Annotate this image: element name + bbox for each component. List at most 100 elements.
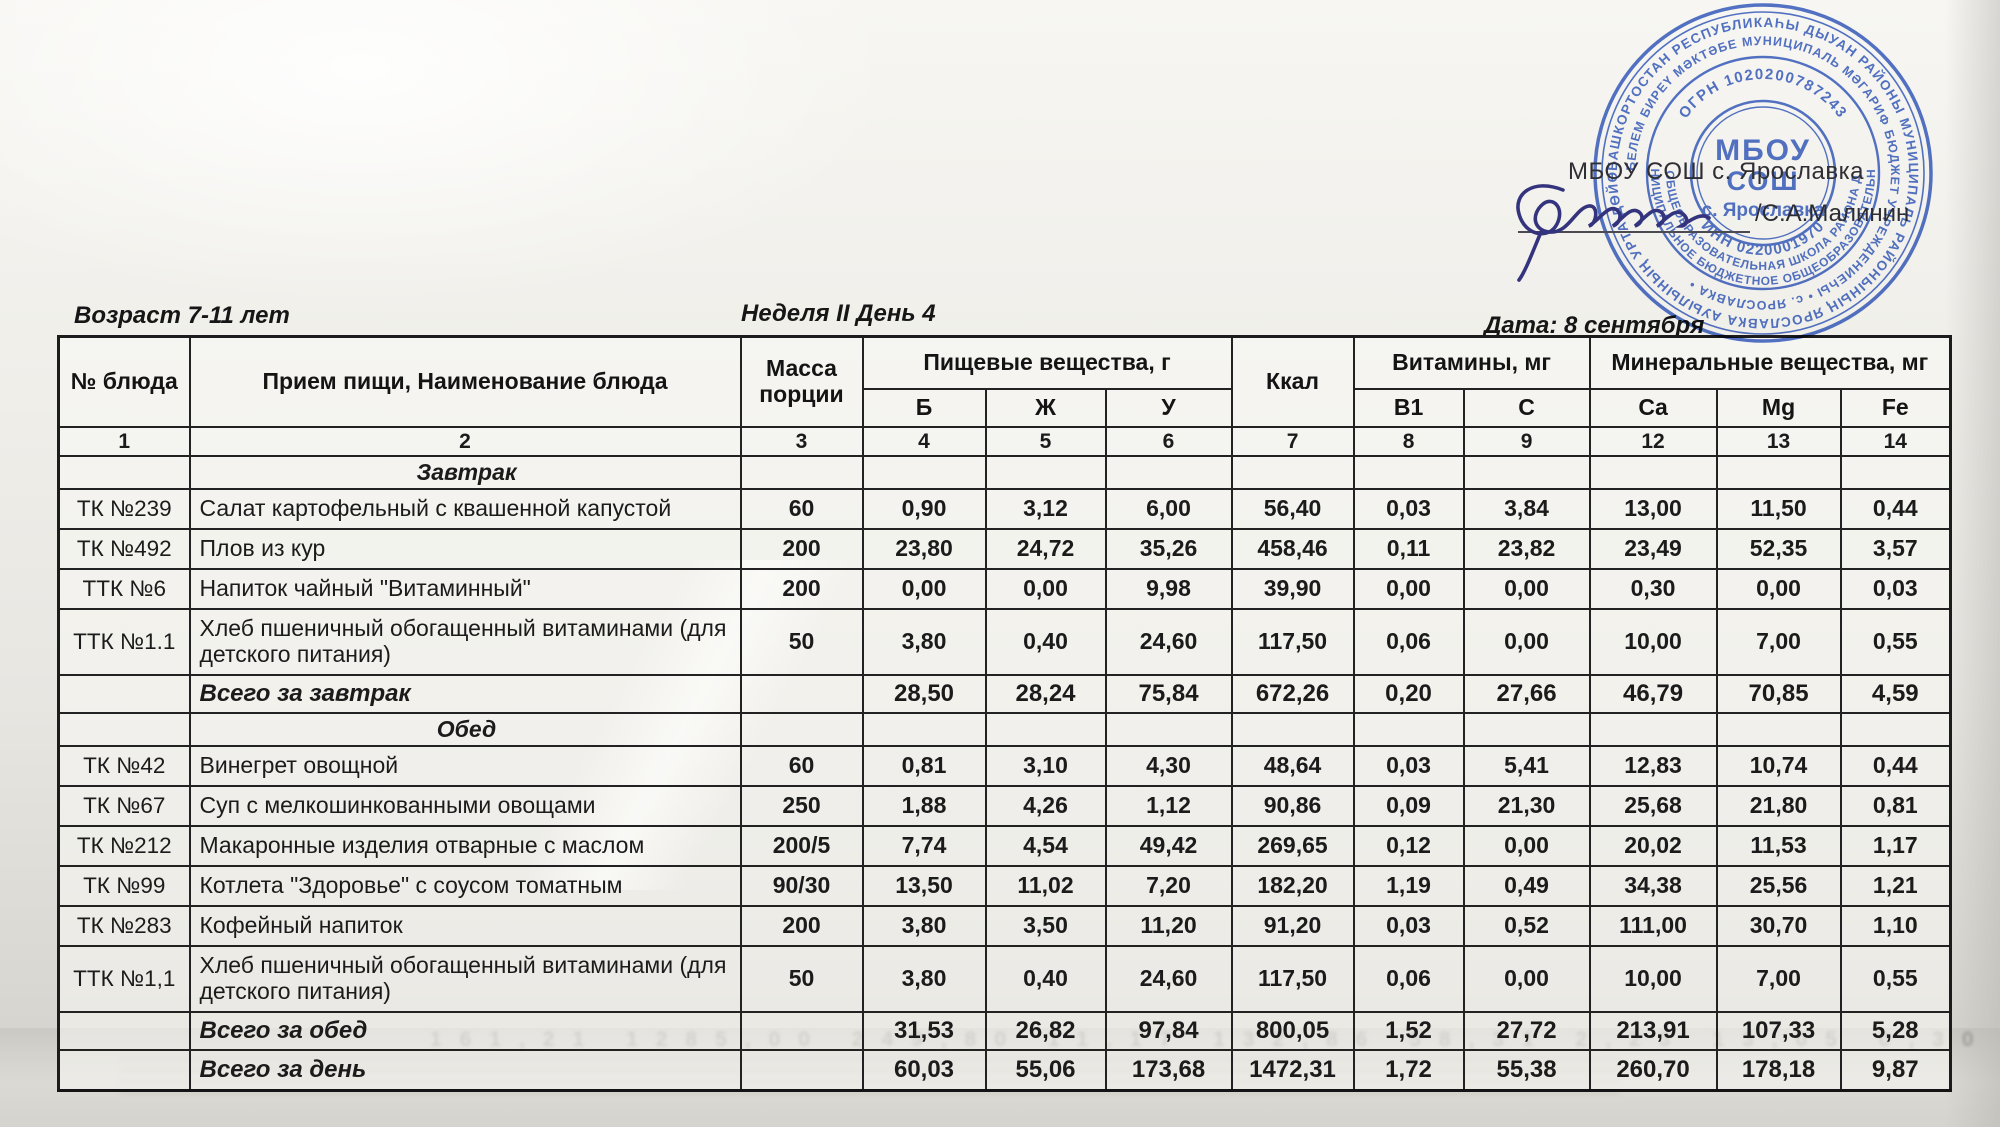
value-cell-u: 24,60 xyxy=(1104,945,1233,1013)
value-cell-kcal: 672,26 xyxy=(1230,674,1355,714)
value-cell-mass: 200 xyxy=(739,905,864,947)
value-cell-fe: 5,28 xyxy=(1839,1011,1952,1051)
signer-name-text: /С.А.Малинин xyxy=(1755,200,1910,227)
value-cell-mg: 107,33 xyxy=(1715,1011,1842,1051)
value-cell-u: 1,12 xyxy=(1104,785,1233,827)
value-cell-ca: 10,00 xyxy=(1588,945,1718,1013)
dish-code-cell xyxy=(57,1049,191,1092)
value-cell-b1: 0,03 xyxy=(1352,905,1465,947)
value-cell-u: 75,84 xyxy=(1104,674,1233,714)
date-label: Дата: 8 сентября xyxy=(1484,312,1705,339)
value-cell-c: 0,00 xyxy=(1462,825,1591,867)
dish-code-cell: ТТК №6 xyxy=(57,568,191,610)
value-cell-u: 4,30 xyxy=(1104,745,1233,787)
header-ca: Ca xyxy=(1588,388,1718,428)
header-portion-mass: Масса порции xyxy=(739,335,864,428)
value-cell-zh xyxy=(984,455,1107,490)
value-cell-u: 35,26 xyxy=(1104,528,1233,570)
value-cell-b: 0,00 xyxy=(861,568,987,610)
value-cell-mg: 52,35 xyxy=(1715,528,1842,570)
value-cell-kcal: 90,86 xyxy=(1230,785,1355,827)
col-num: 5 xyxy=(984,426,1107,457)
total-label: Всего за день xyxy=(188,1049,742,1092)
value-cell-c xyxy=(1462,455,1591,490)
table-row: ТК №67 Суп с мелкошинкованными овощами 250… xyxy=(57,785,1952,827)
col-num: 1 xyxy=(57,426,191,457)
value-cell-u: 9,98 xyxy=(1104,568,1233,610)
header-protein: Б xyxy=(861,388,987,428)
value-cell-zh: 0,40 xyxy=(984,608,1107,676)
value-cell-ca: 46,79 xyxy=(1588,674,1718,714)
value-cell-c: 0,49 xyxy=(1462,865,1591,907)
value-cell-ca xyxy=(1588,712,1718,747)
table-row: ТК №239 Салат картофельный с квашенной ка… xyxy=(57,488,1952,530)
value-cell-fe: 4,59 xyxy=(1839,674,1952,714)
value-cell-ca: 13,00 xyxy=(1588,488,1718,530)
scan-right-shading xyxy=(1945,0,2000,1127)
value-cell-b1: 0,12 xyxy=(1352,825,1465,867)
value-cell-fe: 0,55 xyxy=(1839,608,1952,676)
value-cell-b1: 0,03 xyxy=(1352,745,1465,787)
value-cell-b1: 0,03 xyxy=(1352,488,1465,530)
value-cell-b: 3,80 xyxy=(861,945,987,1013)
value-cell-fe: 1,10 xyxy=(1839,905,1952,947)
dish-name-cell: Винегрет овощной xyxy=(188,745,742,787)
value-cell-mass xyxy=(739,1049,864,1092)
col-num: 7 xyxy=(1230,426,1355,457)
col-num: 2 xyxy=(188,426,742,457)
value-cell-mg: 21,80 xyxy=(1715,785,1842,827)
value-cell-ca: 213,91 xyxy=(1588,1011,1718,1051)
value-cell-kcal: 182,20 xyxy=(1230,865,1355,907)
value-cell-b: 3,80 xyxy=(861,608,987,676)
value-cell-zh: 0,40 xyxy=(984,945,1107,1013)
value-cell-fe xyxy=(1839,455,1952,490)
value-cell-c: 5,41 xyxy=(1462,745,1591,787)
value-cell-mass xyxy=(739,712,864,747)
value-cell-mg: 30,70 xyxy=(1715,905,1842,947)
dish-code-cell: ТК №99 xyxy=(57,865,191,907)
value-cell-u: 6,00 xyxy=(1104,488,1233,530)
value-cell-mass: 250 xyxy=(739,785,864,827)
header-c: С xyxy=(1462,388,1591,428)
value-cell-mg xyxy=(1715,455,1842,490)
value-cell-b1: 0,06 xyxy=(1352,945,1465,1013)
header-kcal: Ккал xyxy=(1230,335,1355,428)
table-row: ТТК №1,1 Хлеб пшеничный обогащенный витам… xyxy=(57,945,1952,1013)
value-cell-ca: 111,00 xyxy=(1588,905,1718,947)
col-num: 6 xyxy=(1104,426,1233,457)
dish-code-cell xyxy=(57,712,191,747)
value-cell-kcal: 39,90 xyxy=(1230,568,1355,610)
school-round-stamp: БАШКОРТОСТАН РЕСПУБЛИКАҺЫ ДЫУАН РАЙОНЫ М… xyxy=(1548,0,1933,343)
age-label: Возраст 7-11 лет xyxy=(74,302,290,329)
value-cell-mg: 11,53 xyxy=(1715,825,1842,867)
value-cell-mg: 70,85 xyxy=(1715,674,1842,714)
week-day-label: Неделя II День 4 xyxy=(741,300,936,327)
value-cell-fe: 0,03 xyxy=(1839,568,1952,610)
dish-code-cell: ТТК №1.1 xyxy=(57,608,191,676)
value-cell-mass: 50 xyxy=(739,608,864,676)
value-cell-b: 23,80 xyxy=(861,528,987,570)
section-row: Завтрак xyxy=(57,455,1952,490)
value-cell-b xyxy=(861,712,987,747)
dish-name-cell: Хлеб пшеничный обогащенный витаминами (д… xyxy=(188,945,742,1013)
value-cell-zh: 3,10 xyxy=(984,745,1107,787)
dish-name-cell: Макаронные изделия отварные с маслом xyxy=(188,825,742,867)
col-num: 14 xyxy=(1839,426,1952,457)
value-cell-b1: 0,06 xyxy=(1352,608,1465,676)
value-cell-zh xyxy=(984,712,1107,747)
value-cell-fe xyxy=(1839,712,1952,747)
value-cell-b: 3,80 xyxy=(861,905,987,947)
value-cell-ca: 34,38 xyxy=(1588,865,1718,907)
value-cell-ca: 25,68 xyxy=(1588,785,1718,827)
dish-code-cell: ТК №239 xyxy=(57,488,191,530)
value-cell-kcal: 1472,31 xyxy=(1230,1049,1355,1092)
value-cell-b1: 0,11 xyxy=(1352,528,1465,570)
table-row: ТК №42 Винегрет овощной 60 0,81 3,10 4,30 48,6… xyxy=(57,745,1952,787)
value-cell-mg: 25,56 xyxy=(1715,865,1842,907)
dish-code-cell xyxy=(57,455,191,490)
total-row: Всего за день 60,03 55,06 173,68 1472,31 1,72… xyxy=(57,1049,1952,1092)
value-cell-kcal: 117,50 xyxy=(1230,608,1355,676)
value-cell-c: 27,72 xyxy=(1462,1011,1591,1051)
value-cell-fe: 0,44 xyxy=(1839,488,1952,530)
value-cell-b: 13,50 xyxy=(861,865,987,907)
